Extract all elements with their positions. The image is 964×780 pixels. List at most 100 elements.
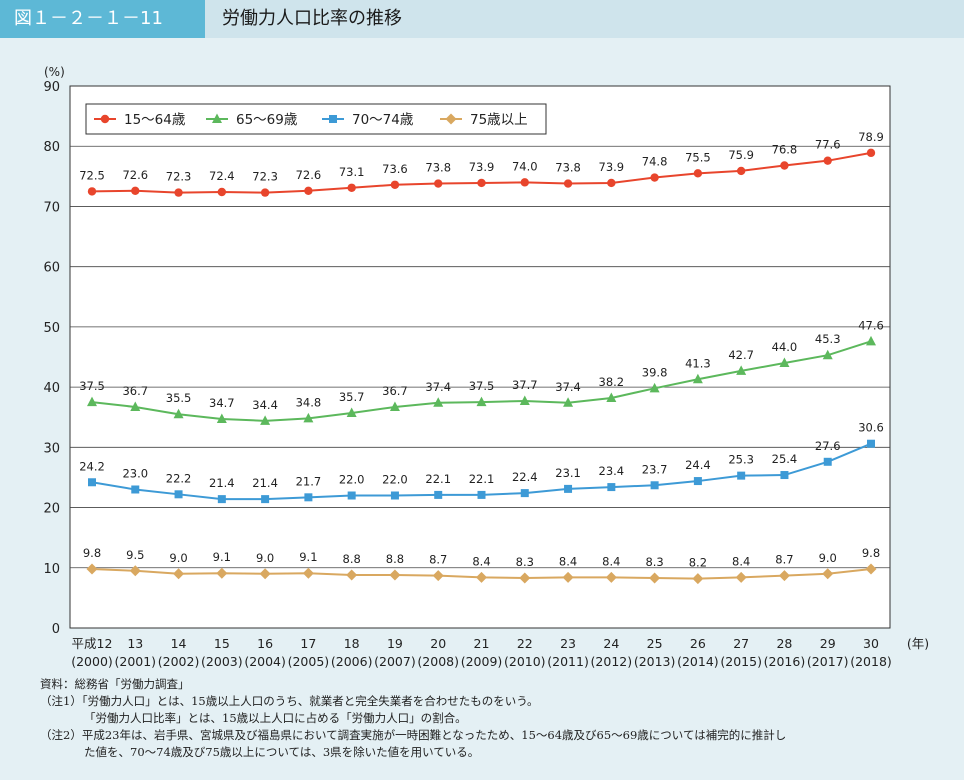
note-1: （注1）「労働力人口」とは、15歳以上人口のうち、就業者と完全失業者を合わせたも… xyxy=(40,694,539,708)
data-label: 77.6 xyxy=(815,138,841,152)
legend-label: 75歳以上 xyxy=(470,112,528,128)
data-label: 36.7 xyxy=(122,384,148,398)
data-point xyxy=(865,563,877,575)
data-label: 8.7 xyxy=(429,553,447,567)
x-tick-label: 21 xyxy=(474,636,490,651)
data-label: 44.0 xyxy=(772,340,798,354)
data-label: 34.7 xyxy=(209,396,235,410)
data-label: 22.2 xyxy=(166,471,192,485)
x-tick-label: 15 xyxy=(214,636,230,651)
data-point xyxy=(173,408,184,419)
data-point xyxy=(217,495,226,504)
data-label: 78.9 xyxy=(858,130,884,144)
data-label: 8.4 xyxy=(559,554,577,568)
data-label: 23.4 xyxy=(599,464,625,478)
x-tick-sublabel: (2004) xyxy=(244,654,286,669)
data-label: 21.7 xyxy=(296,474,322,488)
data-label: 76.8 xyxy=(772,142,798,156)
x-tick-sublabel: (2017) xyxy=(807,654,849,669)
data-point xyxy=(737,471,746,480)
data-label: 45.3 xyxy=(815,332,841,346)
x-tick-label: 平成12 xyxy=(72,636,113,651)
legend-marker xyxy=(100,114,110,124)
data-point xyxy=(607,178,616,188)
data-label: 8.3 xyxy=(645,555,663,569)
data-label: 22.4 xyxy=(512,470,538,484)
x-tick-label: 26 xyxy=(690,636,706,651)
data-point xyxy=(823,156,832,165)
data-label: 9.5 xyxy=(126,548,144,562)
data-point xyxy=(692,573,704,585)
legend-marker xyxy=(212,113,222,123)
data-label: 21.4 xyxy=(209,476,235,490)
x-tick-label: 28 xyxy=(776,636,792,651)
x-tick-sublabel: (2010) xyxy=(504,654,546,669)
data-point xyxy=(780,161,789,170)
x-tick-sublabel: (2008) xyxy=(417,654,459,669)
x-tick-label: 23 xyxy=(560,636,576,651)
data-label: 8.8 xyxy=(386,552,404,566)
legend-marker xyxy=(329,115,337,123)
data-point xyxy=(735,571,747,583)
data-point xyxy=(347,491,356,500)
data-point xyxy=(304,493,313,502)
data-point xyxy=(822,568,834,580)
data-point xyxy=(780,471,789,480)
data-point xyxy=(129,565,141,577)
x-tick-sublabel: (2003) xyxy=(201,654,243,669)
data-label: 9.0 xyxy=(256,551,274,565)
data-label: 39.8 xyxy=(642,365,668,379)
data-point xyxy=(131,186,140,195)
data-point xyxy=(562,571,574,583)
data-label: 22.0 xyxy=(382,473,408,487)
y-tick-label: 20 xyxy=(43,502,60,517)
x-tick-label: 27 xyxy=(733,636,749,651)
chart-title: 労働力人口比率の推移 xyxy=(222,8,402,29)
data-point xyxy=(650,173,659,182)
x-tick-label: 17 xyxy=(300,636,316,651)
y-axis-unit: (%) xyxy=(44,65,65,79)
data-point xyxy=(563,397,574,407)
data-point xyxy=(606,392,617,402)
y-tick-label: 60 xyxy=(43,261,60,276)
data-label: 37.5 xyxy=(469,379,495,393)
data-label: 30.6 xyxy=(858,421,884,435)
data-label: 75.5 xyxy=(685,150,711,164)
data-point xyxy=(347,183,356,192)
data-label: 23.7 xyxy=(642,462,668,476)
data-point xyxy=(476,396,487,407)
y-tick-label: 0 xyxy=(52,622,60,637)
data-point xyxy=(389,569,401,581)
note-1-cont: 「労働力人口比率」とは、15歳以上人口に占める「労働力人口」の割合。 xyxy=(84,711,467,725)
data-point xyxy=(259,568,271,580)
data-label: 73.8 xyxy=(425,161,451,175)
data-label: 8.7 xyxy=(775,553,793,567)
data-label: 9.0 xyxy=(169,551,187,565)
data-point xyxy=(477,178,486,188)
data-label: 23.0 xyxy=(122,466,148,480)
x-tick-sublabel: (2016) xyxy=(764,654,806,669)
figure-number: 図１－２－１－11 xyxy=(0,0,205,38)
data-point xyxy=(87,396,97,407)
data-label: 8.8 xyxy=(343,552,361,566)
data-label: 25.4 xyxy=(772,452,798,466)
legend-label: 15～64歳 xyxy=(124,112,186,128)
data-label: 72.6 xyxy=(296,168,322,182)
legend xyxy=(85,103,547,135)
data-point xyxy=(390,180,400,189)
data-point xyxy=(216,413,227,424)
data-label: 8.2 xyxy=(689,556,707,570)
data-label: 8.4 xyxy=(602,554,620,568)
data-label: 73.1 xyxy=(339,165,365,179)
data-point xyxy=(88,478,96,487)
y-tick-label: 30 xyxy=(43,441,60,456)
data-point xyxy=(217,187,227,197)
data-point xyxy=(390,491,399,500)
data-point xyxy=(778,570,790,582)
x-tick-label: 20 xyxy=(430,636,446,651)
data-point xyxy=(649,572,661,584)
data-label: 36.7 xyxy=(382,384,408,398)
data-label: 35.5 xyxy=(166,391,192,405)
data-label: 9.1 xyxy=(299,550,317,564)
